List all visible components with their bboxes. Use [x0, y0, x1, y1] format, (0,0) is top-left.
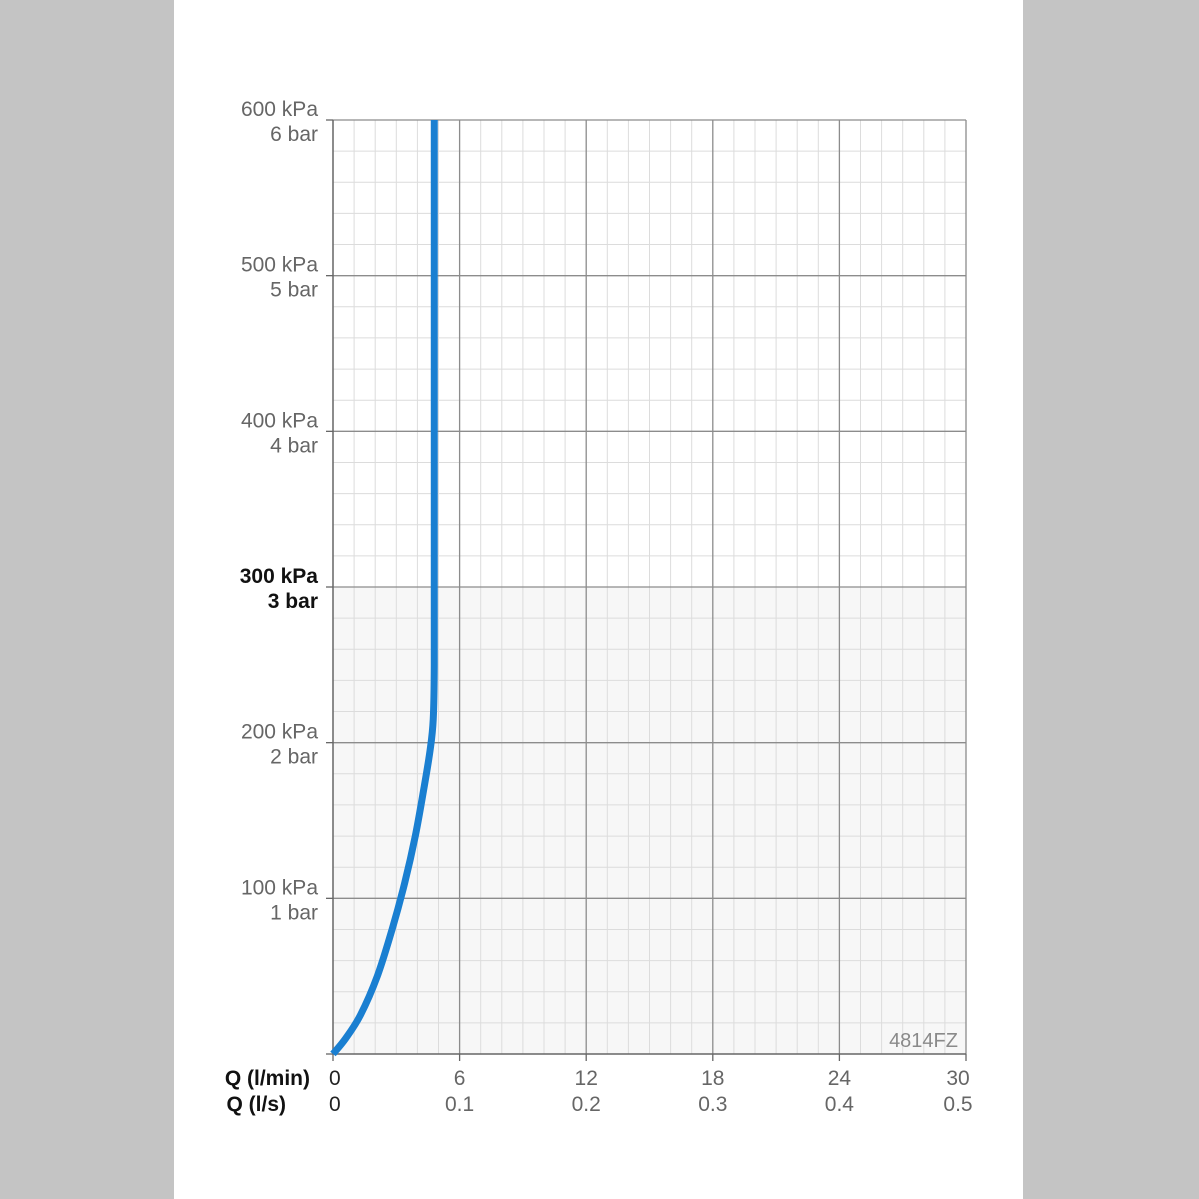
x-tick-label-lmin: 6: [454, 1067, 466, 1090]
x-tick-labels: 0 0 6 0.1 12 0.2 18 0.3 24 0.4 30 0.5: [329, 1067, 973, 1116]
y-tick-label-bar: 6 bar: [270, 123, 318, 146]
y-tick-label-kpa: 100 kPa: [241, 876, 318, 899]
y-tick-label-kpa: 200 kPa: [241, 721, 318, 744]
y-tick-label-bar: 2 bar: [270, 746, 318, 769]
x-tick-label-lmin: 18: [701, 1067, 724, 1090]
x-tick-label-ls: 0.2: [572, 1093, 601, 1116]
y-tick-label-bar: 4 bar: [270, 434, 318, 457]
y-tick-label-kpa: 400 kPa: [241, 409, 318, 432]
series-line: [330, 120, 438, 1057]
x-tick-label-ls: 0.3: [698, 1093, 727, 1116]
y-tick-label-kpa: 600 kPa: [241, 98, 318, 121]
y-tick-label-bar: 3 bar: [268, 590, 318, 613]
axes: [326, 119, 967, 1061]
y-tick-label-kpa: 500 kPa: [241, 254, 318, 277]
y-tick-label-bar: 1 bar: [270, 901, 318, 924]
y-tick-label-bar: 5 bar: [270, 279, 318, 302]
x-axis-label-ls: Q (l/s): [226, 1093, 286, 1116]
x-tick-label-ls: 0.1: [445, 1093, 474, 1116]
x-tick-label-lmin: 12: [575, 1067, 598, 1090]
x-tick-label-ls: 0.5: [943, 1093, 972, 1116]
y-tick-label-kpa: 300 kPa: [240, 565, 319, 588]
chart-code-label: 4814FZ: [889, 1030, 958, 1052]
chart-sheet: 100 kPa 1 bar 200 kPa 2 bar 300 kPa 3 bar 400 …: [174, 0, 1023, 1199]
major-grid: [333, 119, 967, 1054]
x-tick-label-ls: 0: [329, 1093, 341, 1116]
x-tick-label-lmin: 30: [946, 1067, 969, 1090]
x-tick-label-lmin: 24: [828, 1067, 852, 1090]
x-tick-label-lmin: 0: [329, 1067, 341, 1090]
x-axis-label-lmin: Q (l/min): [225, 1067, 310, 1090]
x-tick-label-ls: 0.4: [825, 1093, 855, 1116]
